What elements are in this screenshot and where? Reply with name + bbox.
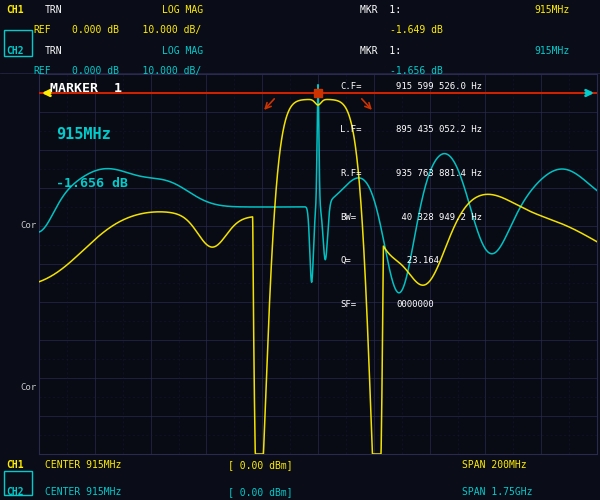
Text: MKR  1:: MKR 1: <box>360 46 401 56</box>
Text: MKR  1:: MKR 1: <box>360 5 401 15</box>
Text: SF=: SF= <box>340 300 356 309</box>
Text: 935 763 881.4 Hz: 935 763 881.4 Hz <box>396 169 482 178</box>
Text: SPAN 200MHz: SPAN 200MHz <box>462 460 527 470</box>
Text: CH1: CH1 <box>6 460 23 470</box>
Text: MARKER  1: MARKER 1 <box>50 82 122 94</box>
Text: 915MHz: 915MHz <box>534 46 569 56</box>
Text: TRN: TRN <box>45 5 62 15</box>
Text: TRN: TRN <box>45 46 62 56</box>
Text: LOG MAG: LOG MAG <box>162 46 203 56</box>
Text: 0.000 dB    10.000 dB/: 0.000 dB 10.000 dB/ <box>72 66 201 76</box>
Text: CH1: CH1 <box>6 5 23 15</box>
Text: BW=: BW= <box>340 212 356 222</box>
Text: -1.649 dB: -1.649 dB <box>390 25 443 35</box>
Text: 23.164: 23.164 <box>396 256 439 266</box>
Text: REF: REF <box>33 25 50 35</box>
Text: -1.656 dB: -1.656 dB <box>390 66 443 76</box>
Text: -1.656 dB: -1.656 dB <box>56 176 128 190</box>
Text: SPAN 1.75GHz: SPAN 1.75GHz <box>462 487 533 497</box>
Text: Cor: Cor <box>20 222 36 230</box>
Text: Q=: Q= <box>340 256 351 266</box>
Text: Cor: Cor <box>20 383 36 392</box>
Text: R.F=: R.F= <box>340 169 362 178</box>
Text: [ 0.00 dBm]: [ 0.00 dBm] <box>228 487 293 497</box>
Text: CENTER 915MHz: CENTER 915MHz <box>45 460 121 470</box>
Bar <box>4 30 32 56</box>
Text: 915MHz: 915MHz <box>534 5 569 15</box>
Text: CH2: CH2 <box>6 487 23 497</box>
Text: CENTER 915MHz: CENTER 915MHz <box>45 487 121 497</box>
Text: 895 435 052.2 Hz: 895 435 052.2 Hz <box>396 126 482 134</box>
Text: 0.000 dB    10.000 dB/: 0.000 dB 10.000 dB/ <box>72 25 201 35</box>
Text: CH2: CH2 <box>6 46 23 56</box>
Text: [ 0.00 dBm]: [ 0.00 dBm] <box>228 460 293 470</box>
Text: L.F=: L.F= <box>340 126 362 134</box>
Text: 915 599 526.0 Hz: 915 599 526.0 Hz <box>396 82 482 90</box>
Text: C.F=: C.F= <box>340 82 362 90</box>
Text: 0000000: 0000000 <box>396 300 434 309</box>
Text: LOG MAG: LOG MAG <box>162 5 203 15</box>
Text: 40 328 949.2 Hz: 40 328 949.2 Hz <box>396 212 482 222</box>
Text: REF: REF <box>33 66 50 76</box>
Text: 915MHz: 915MHz <box>56 127 110 142</box>
Bar <box>4 472 32 496</box>
